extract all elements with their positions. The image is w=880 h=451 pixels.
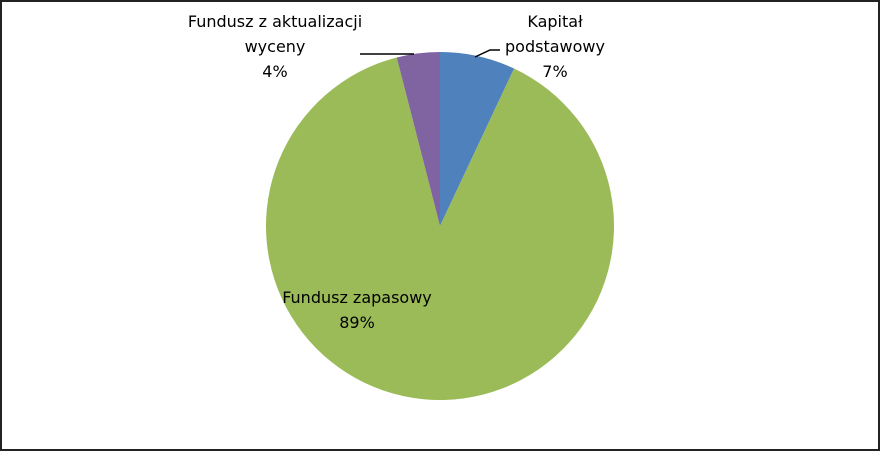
slice-value-label: 7% [542,62,568,81]
slice-value-label: 89% [339,313,375,332]
leader-line [474,49,500,58]
pie-slice [396,52,440,226]
pie-slice [266,57,615,400]
slice-label: Fundusz zapasowy [282,288,432,307]
pie-slice [440,52,515,226]
slice-label: Kapitał podstawowy [505,12,605,56]
slice-label: Fundusz z aktualizacji wyceny [187,12,363,56]
slice-value-label: 4% [262,62,288,81]
